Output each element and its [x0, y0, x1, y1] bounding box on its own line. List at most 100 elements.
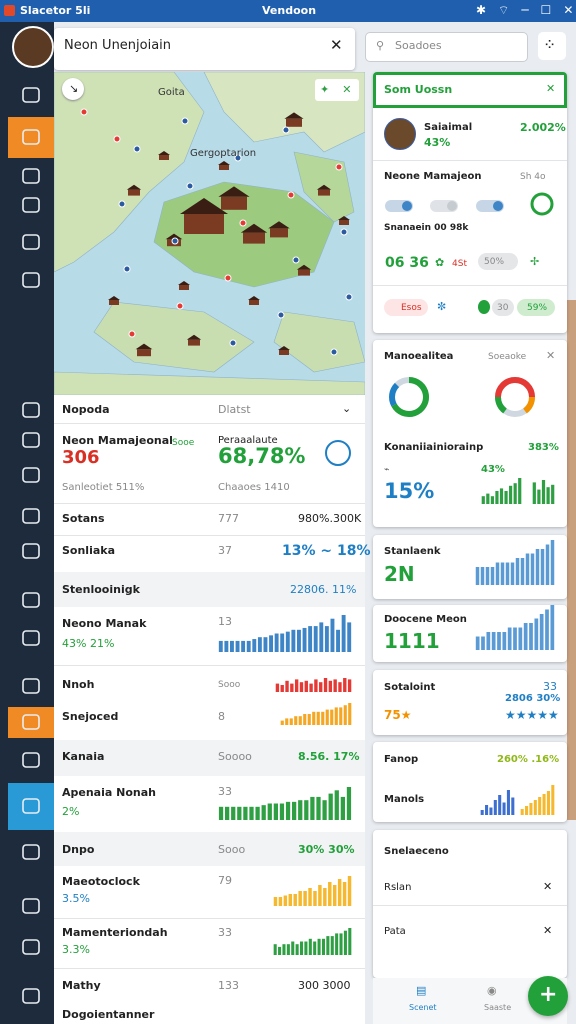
search-box[interactable] — [365, 32, 528, 62]
bar — [252, 639, 257, 652]
row-label: Mathy — [62, 979, 101, 992]
bar — [312, 711, 316, 725]
sparkline — [275, 678, 352, 692]
list-item[interactable]: Rslan — [384, 882, 412, 893]
sparkline — [532, 480, 555, 504]
section-label: Stenlooinigk — [62, 583, 140, 596]
chip[interactable] — [384, 299, 428, 316]
bar — [321, 711, 325, 725]
chip[interactable] — [492, 299, 514, 316]
card-label: Konaniiainiorainp — [384, 442, 484, 453]
bar — [339, 707, 343, 725]
sidebar-icon — [22, 234, 40, 250]
list-item[interactable]: Pata — [384, 926, 406, 937]
remove-icon[interactable]: ✕ — [543, 924, 553, 937]
map-button[interactable] — [62, 78, 84, 100]
sidebar-active[interactable] — [8, 783, 54, 830]
row-num: 79 — [218, 874, 232, 887]
sparkline — [273, 928, 352, 955]
window-controls[interactable]: ✱⌔─☐✕ — [476, 3, 576, 17]
roof — [165, 233, 183, 240]
bar — [288, 894, 293, 906]
donut-arc — [495, 396, 507, 414]
bar — [279, 803, 285, 820]
map-label: Goita — [158, 87, 185, 98]
tab[interactable] — [54, 28, 355, 70]
bar — [330, 936, 334, 955]
row-label: Maeotoclock — [62, 875, 140, 888]
bar — [278, 897, 283, 906]
house — [318, 189, 330, 196]
toggle-knob — [402, 201, 412, 211]
remove-icon[interactable]: ✕ — [543, 880, 553, 893]
toggles[interactable] — [373, 190, 567, 220]
bar — [546, 487, 550, 504]
nav-label[interactable]: Scenet — [409, 1003, 437, 1012]
bar — [274, 633, 279, 652]
chip[interactable] — [517, 299, 555, 316]
bar — [475, 636, 480, 650]
nav-icon[interactable]: ▤ — [416, 984, 427, 997]
sidebar-icon — [22, 752, 40, 768]
roof — [296, 264, 312, 270]
sidebar-icon — [22, 592, 40, 608]
pin — [277, 311, 285, 319]
bar — [340, 796, 345, 820]
close-icon[interactable]: ✕ — [546, 349, 556, 362]
roof — [284, 112, 304, 119]
map-controls[interactable] — [315, 79, 359, 101]
house — [221, 196, 247, 210]
row-num: 33 — [218, 785, 232, 798]
clock-icon — [325, 440, 351, 466]
land — [54, 72, 205, 273]
bar — [343, 705, 347, 725]
card-big: 1111 — [384, 629, 440, 653]
sidebar-active[interactable] — [8, 117, 54, 158]
sidebar-icon — [22, 197, 40, 213]
chevron[interactable]: ⌄ — [342, 402, 352, 415]
bar — [539, 614, 544, 650]
pin — [224, 274, 232, 282]
title-bar — [0, 0, 576, 22]
donut-arc — [391, 377, 429, 417]
separator — [54, 535, 365, 536]
sidebar-active[interactable] — [8, 707, 54, 738]
pin — [123, 265, 131, 273]
pin — [340, 228, 348, 236]
row-value: 980%.300K — [298, 512, 362, 525]
close-icon[interactable]: ✕ — [546, 82, 556, 95]
sidebar-icon — [22, 168, 40, 184]
bar — [292, 801, 297, 820]
map-icon: ↘ — [69, 82, 79, 95]
donut-arc — [495, 377, 535, 398]
bar — [518, 627, 523, 650]
fab-icon: + — [539, 982, 558, 1007]
row-sub: 3.3% — [62, 943, 90, 956]
nav-label[interactable]: Saaste — [484, 1003, 512, 1012]
bar — [481, 496, 485, 504]
separator — [54, 968, 365, 969]
menu-button[interactable] — [538, 32, 566, 60]
nav-icon[interactable]: ◉ — [487, 984, 497, 997]
bar — [505, 562, 510, 585]
avatar[interactable] — [12, 26, 54, 68]
bar — [520, 558, 525, 585]
bar — [303, 714, 307, 725]
row-num: 777 — [218, 512, 239, 525]
card-title: Fanop — [384, 754, 419, 765]
card-title: Snelaeceno — [384, 846, 449, 857]
fab[interactable] — [528, 976, 568, 1016]
bar — [495, 562, 500, 585]
bar — [490, 567, 495, 585]
section-value: 8.56. 17% — [298, 750, 360, 763]
bar — [304, 941, 308, 955]
close-icon[interactable]: ✕ — [330, 36, 343, 54]
bar — [302, 627, 307, 652]
chip-label: Esos — [401, 303, 422, 313]
row-label: Apenaia Nonah — [62, 786, 156, 799]
pin — [234, 154, 242, 162]
bar — [335, 933, 339, 955]
card-big: 75★ — [384, 708, 412, 722]
bar — [285, 680, 289, 692]
row-label: Mamenteriondah — [62, 926, 168, 939]
